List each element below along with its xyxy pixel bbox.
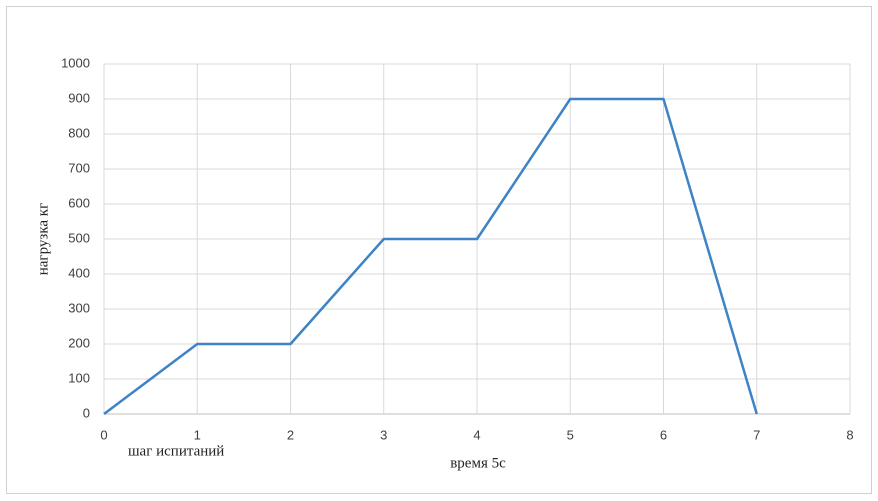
- x-tick-label: 4: [473, 427, 480, 442]
- annotation: шаг испитаний: [128, 443, 224, 459]
- y-tick-label: 0: [83, 405, 90, 420]
- x-tick-label: 7: [753, 427, 760, 442]
- y-tick-label: 800: [68, 125, 90, 140]
- y-axis-label: нагрузка кг: [35, 203, 51, 275]
- y-tick-label: 1000: [61, 55, 90, 70]
- y-tick-label: 300: [68, 300, 90, 315]
- x-axis-label: время 5с: [450, 455, 506, 471]
- y-tick-label: 700: [68, 160, 90, 175]
- x-tick-label: 6: [660, 427, 667, 442]
- y-tick-label: 500: [68, 230, 90, 245]
- x-tick-label: 8: [846, 427, 853, 442]
- chart-border: [6, 6, 872, 494]
- y-tick-label: 600: [68, 195, 90, 210]
- y-tick-label: 100: [68, 370, 90, 385]
- x-tick-label: 5: [567, 427, 574, 442]
- y-tick-label: 200: [68, 335, 90, 350]
- y-tick-label: 400: [68, 265, 90, 280]
- x-tick-label: 3: [380, 427, 387, 442]
- y-tick-label: 900: [68, 90, 90, 105]
- x-tick-label: 0: [100, 427, 107, 442]
- x-tick-label: 1: [194, 427, 201, 442]
- x-tick-label: 2: [287, 427, 294, 442]
- line-series: [103, 97, 758, 415]
